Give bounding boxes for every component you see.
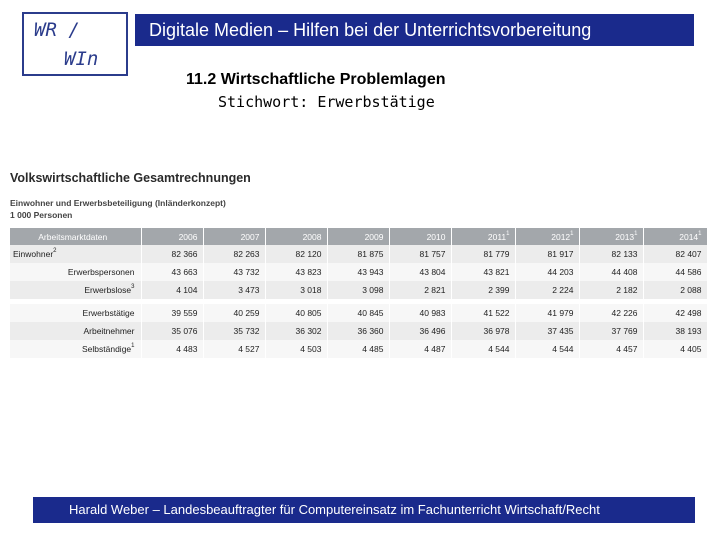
table-row: Selbständige1 4 483 4 527 4 503 4 485 4 487 4 … <box>10 340 708 358</box>
table-cell: 43 804 <box>389 263 452 281</box>
table-cell: 44 408 <box>579 263 644 281</box>
table-cell: 40 805 <box>265 299 328 322</box>
table-cell: 42 498 <box>643 299 708 322</box>
logo-line-1: WR / <box>34 19 80 41</box>
table-cell: 4 544 <box>451 340 516 358</box>
table-cell: 81 757 <box>389 245 452 263</box>
table-cell: 82 263 <box>203 245 266 263</box>
table-cell: 81 875 <box>327 245 390 263</box>
table-cell: 4 457 <box>579 340 644 358</box>
table-unit: 1 000 Personen <box>10 210 73 220</box>
table-row: Einwohner2 82 366 82 263 82 120 81 875 81 757… <box>10 245 708 263</box>
table-cell: 40 259 <box>203 299 266 322</box>
year-header: 20131 <box>579 228 644 245</box>
table-cell: 42 226 <box>579 299 644 322</box>
table-cell: 2 182 <box>579 281 644 302</box>
year-header: 20141 <box>643 228 708 245</box>
table-cell: 82 407 <box>643 245 708 263</box>
table-cell: 36 496 <box>389 322 452 340</box>
table-cell: 40 983 <box>389 299 452 322</box>
table-cell: 2 399 <box>451 281 516 302</box>
table-cell: 2 224 <box>515 281 580 302</box>
year-header: 2006 <box>141 228 204 245</box>
labor-market-table: Arbeitsmarktdaten 2006 2007 2008 2009 20… <box>10 228 708 358</box>
row-label: Erwerbslose3 <box>10 281 142 302</box>
table-cell: 38 193 <box>643 322 708 340</box>
table-cell: 37 769 <box>579 322 644 340</box>
title-banner: Digitale Medien – Hilfen bei der Unterri… <box>135 14 694 46</box>
table-cell: 82 133 <box>579 245 644 263</box>
year-header: 20111 <box>451 228 516 245</box>
keyword-line: Stichwort: Erwerbstätige <box>218 93 435 111</box>
table-cell: 36 978 <box>451 322 516 340</box>
table-cell: 4 487 <box>389 340 452 358</box>
year-header: 2007 <box>203 228 266 245</box>
logo-line-2: WIn <box>64 48 99 70</box>
year-header: 2010 <box>389 228 452 245</box>
table-cell: 40 845 <box>327 299 390 322</box>
row-label: Erwerbspersonen <box>10 263 142 281</box>
table-cell: 36 360 <box>327 322 390 340</box>
table-cell: 35 732 <box>203 322 266 340</box>
year-header: 20121 <box>515 228 580 245</box>
table-cell: 4 405 <box>643 340 708 358</box>
row-label: Einwohner2 <box>10 245 142 263</box>
table-row: Erwerbslose3 4 104 3 473 3 018 3 098 2 821 2 3… <box>10 281 708 302</box>
table-cell: 4 485 <box>327 340 390 358</box>
table-cell: 3 098 <box>327 281 390 302</box>
table-cell: 41 522 <box>451 299 516 322</box>
table-cell: 4 544 <box>515 340 580 358</box>
table-cell: 44 203 <box>515 263 580 281</box>
table-header-row: Arbeitsmarktdaten 2006 2007 2008 2009 20… <box>10 228 708 245</box>
table-cell: 4 527 <box>203 340 266 358</box>
logo: WR / WIn <box>22 12 128 76</box>
table-cell: 35 076 <box>141 322 204 340</box>
table-cell: 82 120 <box>265 245 328 263</box>
table-subtitle: Einwohner und Erwerbsbeteiligung (Inländ… <box>10 198 226 208</box>
table-cell: 4 483 <box>141 340 204 358</box>
year-header: 2009 <box>327 228 390 245</box>
table-cell: 4 104 <box>141 281 204 302</box>
table-cell: 4 503 <box>265 340 328 358</box>
year-header: 2008 <box>265 228 328 245</box>
table-cell: 81 917 <box>515 245 580 263</box>
table-cell: 3 473 <box>203 281 266 302</box>
table-cell: 2 821 <box>389 281 452 302</box>
footer-banner: Harald Weber – Landesbeauftragter für Co… <box>33 497 695 523</box>
row-label: Arbeitnehmer <box>10 322 142 340</box>
table-cell: 43 943 <box>327 263 390 281</box>
table-cell: 37 435 <box>515 322 580 340</box>
row-label: Erwerbstätige <box>10 299 142 322</box>
header-label: Arbeitsmarktdaten <box>10 228 142 245</box>
table-cell: 43 663 <box>141 263 204 281</box>
table-cell: 39 559 <box>141 299 204 322</box>
table-row: Erwerbstätige 39 559 40 259 40 805 40 845 40 … <box>10 299 708 322</box>
table-cell: 3 018 <box>265 281 328 302</box>
row-label: Selbständige1 <box>10 340 142 358</box>
table-cell: 43 823 <box>265 263 328 281</box>
table-cell: 81 779 <box>451 245 516 263</box>
table-row: Arbeitnehmer 35 076 35 732 36 302 36 360 36 4… <box>10 322 708 340</box>
table-cell: 2 088 <box>643 281 708 302</box>
table-cell: 44 586 <box>643 263 708 281</box>
table-title: Volkswirtschaftliche Gesamtrechnungen <box>10 171 251 185</box>
table-cell: 82 366 <box>141 245 204 263</box>
table-cell: 43 821 <box>451 263 516 281</box>
table-row: Erwerbspersonen 43 663 43 732 43 823 43 943 4… <box>10 263 708 281</box>
table-cell: 36 302 <box>265 322 328 340</box>
table-cell: 41 979 <box>515 299 580 322</box>
table-cell: 43 732 <box>203 263 266 281</box>
section-heading: 11.2 Wirtschaftliche Problemlagen <box>186 71 446 88</box>
